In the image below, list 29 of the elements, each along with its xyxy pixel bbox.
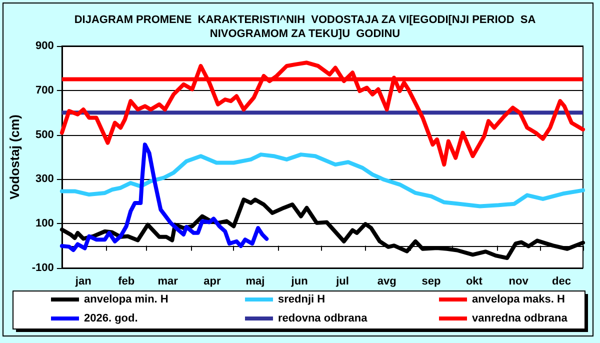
x-tick-label: maj [246,276,265,288]
x-tick-label: jun [290,276,308,288]
y-tick-label: 100 [36,218,54,230]
legend-label: redovna odbrana [278,312,368,324]
line-series [60,60,585,167]
line-series [60,152,585,208]
x-tick-label: jan [74,276,92,288]
legend-label: srednji H [278,294,326,306]
x-tick-label: nov [508,276,530,288]
chart-title: DIJAGRAM PROMENE KARAKTERISTI^NIH VODOSTAJA ZA VI[EGODI[NJI PERIOD SA NIVOGRAMOM ZA TEKU]U GODINU [74,14,536,40]
legend-label: 2026. god. [84,312,138,324]
x-tick-label: jul [335,276,349,288]
y-tick-label: 500 [36,128,54,141]
line-series [60,142,269,252]
x-tick-label: mar [158,276,179,288]
y-tick-label: -100 [32,262,54,274]
x-tick-label: apr [204,276,222,288]
legend-label: anvelopa maks. H [472,294,565,306]
y-axis-title: Vodostaj (cm) [7,114,22,200]
legend-label: anvelopa min. H [84,294,168,306]
x-tick-label: dec [552,276,572,288]
x-tick-label: sep [422,276,442,288]
x-tick-label: okt [466,276,483,288]
legend-label: vanredna odbrana [472,312,568,324]
y-tick-label: 700 [36,84,54,96]
y-tick-label: 900 [36,40,54,52]
x-tick-label: avg [377,276,396,288]
x-tick-label: feb [118,276,135,288]
y-tick-label: 300 [36,173,54,186]
